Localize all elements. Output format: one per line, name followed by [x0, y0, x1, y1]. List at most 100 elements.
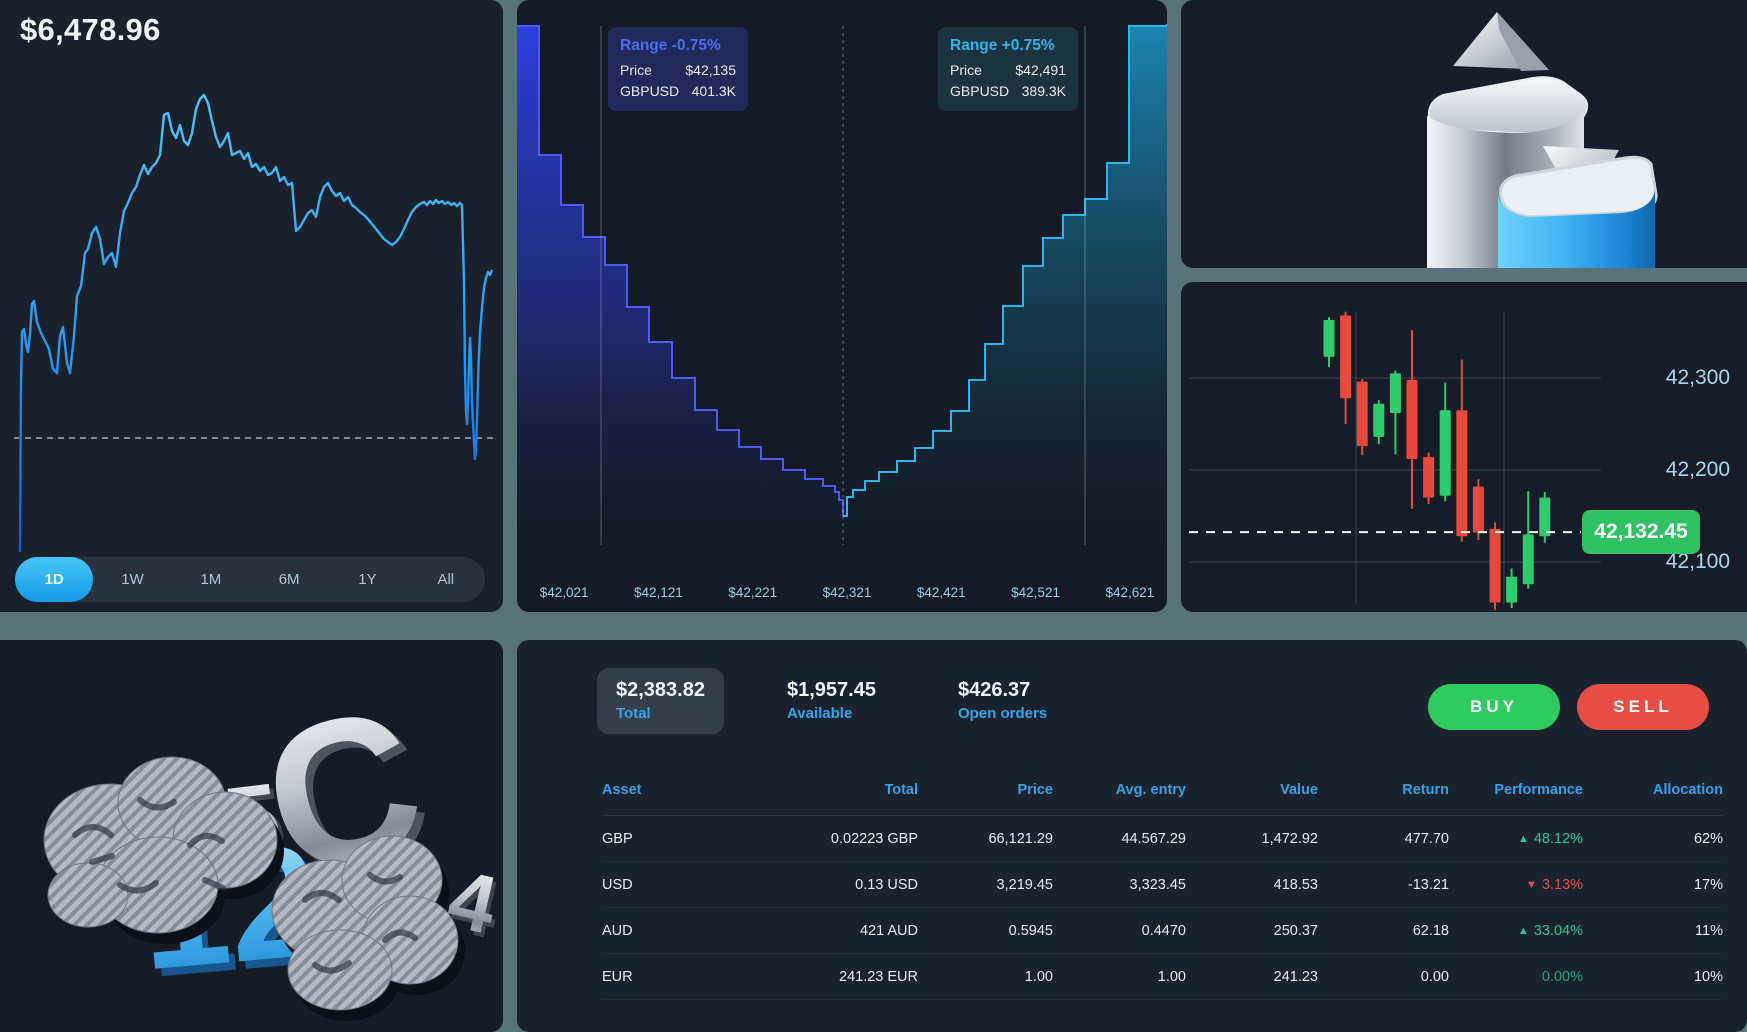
time-range-tabs: 1D 1W 1M 6M 1Y All — [15, 557, 485, 602]
cell: 1.00 — [1157, 968, 1186, 985]
candle-body-up — [1373, 403, 1385, 437]
candle-body-up — [1323, 320, 1335, 357]
holding-row-usd[interactable]: USD 0.13 USD 3,219.45 3,323.45 418.53 -13.21 ▼… — [602, 862, 1723, 908]
depth-x-tick: $42,221 — [728, 585, 778, 600]
holdings-table: Asset Total Price Avg. entry Value Return Perf… — [602, 765, 1723, 1000]
balance-line — [18, 93, 494, 553]
column-header-value[interactable]: Value — [1280, 782, 1318, 798]
candle-body-down — [1356, 381, 1368, 447]
candle-body-up — [1522, 534, 1534, 585]
asks-line — [843, 24, 1167, 517]
column-header-allocation[interactable]: Allocation — [1652, 782, 1723, 798]
holdings-table-body: GBP 0.02223 GBP 66,121.29 44.567.29 1,472.92… — [602, 816, 1723, 1000]
column-header-performance[interactable]: Performance — [1494, 782, 1583, 798]
range-tab-1y[interactable]: 1Y — [328, 557, 406, 602]
available-card[interactable]: $1,957.45 Available — [768, 668, 895, 734]
range-tab-1w[interactable]: 1W — [93, 557, 171, 602]
depth-x-tick: $42,021 — [539, 585, 589, 600]
svg-text:4: 4 — [440, 853, 503, 952]
cell: 62.18 — [1412, 922, 1449, 939]
buy-button[interactable]: BUY — [1428, 684, 1560, 730]
column-header-total[interactable]: Total — [884, 782, 918, 798]
account-balance: $6,478.96 — [20, 12, 161, 47]
scribble-blob-right — [271, 835, 465, 1021]
bid-volume-value: 401.3K — [691, 83, 736, 99]
bids-line — [517, 25, 844, 516]
bid-price-value: $42,135 — [685, 62, 736, 78]
bid-price-label: Price — [620, 62, 652, 78]
candle-y-tick: 42,200 — [1665, 458, 1730, 481]
total-card[interactable]: $2,383.82 Total — [597, 668, 724, 734]
depth-x-tick: $42,321 — [822, 585, 872, 600]
allocation-cell: 10% — [1693, 968, 1723, 985]
holding-row-aud[interactable]: AUD 421 AUD 0.5945 0.4470 250.37 62.18 ▲ 33.04%… — [602, 908, 1723, 954]
depth-x-tick: $42,421 — [916, 585, 966, 600]
column-header-asset[interactable]: Asset — [602, 782, 642, 798]
cell: 241.23 — [1273, 968, 1318, 985]
sell-button[interactable]: SELL — [1577, 684, 1709, 730]
cell: 421 AUD — [859, 922, 918, 939]
candle-y-tick: 42,100 — [1665, 550, 1730, 573]
pillars-art-panel — [1181, 0, 1747, 268]
ask-volume-label: GBPUSD — [950, 83, 1010, 99]
available-label: Available — [786, 705, 853, 722]
column-header-avg-entry[interactable]: Avg. entry — [1115, 782, 1186, 798]
holdings-panel: $2,383.82 Total $1,957.45 Available $426… — [517, 640, 1747, 1032]
allocation-cell: 17% — [1693, 876, 1723, 893]
range-tab-all[interactable]: All — [407, 557, 485, 602]
candle-body-up — [1506, 576, 1518, 603]
column-header-return[interactable]: Return — [1402, 782, 1449, 798]
cell: GBP — [602, 830, 633, 847]
performance-cell: 0.00% — [1541, 968, 1583, 985]
ask-range-tooltip: Range +0.75% Price $42,491 GBPUSD 389.3K — [938, 27, 1078, 111]
range-tab-1m[interactable]: 1M — [172, 557, 250, 602]
candlestick-panel[interactable]: 42,300 42,200 42,100 42,132.45 — [1181, 282, 1747, 612]
range-tab-1d[interactable]: 1D — [15, 557, 94, 602]
performance-cell: ▼ 3.13% — [1525, 876, 1583, 893]
cell: 250.37 — [1273, 922, 1318, 939]
cell: 0.5945 — [1008, 922, 1053, 939]
holding-row-gbp[interactable]: GBP 0.02223 GBP 66,121.29 44.567.29 1,472.92… — [602, 816, 1723, 862]
silver-number-4: 4 4 — [440, 853, 503, 957]
cell: 1.00 — [1024, 968, 1053, 985]
holding-row-eur[interactable]: EUR 241.23 EUR 1.00 1.00 241.23 0.00 0.00% 10% — [602, 954, 1723, 1000]
numbers-3d-illustration: 12 12 C C 5 5 — [43, 663, 503, 1021]
candle-body-up — [1439, 410, 1451, 496]
open-orders-label: Open orders — [957, 705, 1048, 722]
blue-pillar — [1498, 146, 1658, 268]
depth-x-axis: $42,021 $42,121 $42,221 $42,321 $42,421 $42,5… — [517, 585, 1167, 600]
candle-body-down — [1340, 315, 1352, 399]
depth-chart[interactable] — [517, 0, 1167, 612]
current-price-badge: 42,132.45 — [1582, 510, 1700, 554]
triangle-up-icon: ▲ — [1517, 924, 1529, 937]
cell: 0.13 USD — [855, 876, 918, 893]
performance-cell: ▲ 48.12% — [1517, 830, 1583, 847]
depth-x-tick: $42,621 — [1105, 585, 1155, 600]
account-summary: $2,383.82 Total $1,957.45 Available $426… — [597, 668, 1066, 734]
depth-x-tick: $42,521 — [1011, 585, 1060, 600]
cell: EUR — [602, 968, 633, 985]
bid-tooltip-title: Range -0.75% — [620, 37, 721, 54]
column-header-price[interactable]: Price — [1017, 782, 1053, 798]
cell: 418.53 — [1273, 876, 1318, 893]
ask-price-label: Price — [950, 62, 982, 78]
candle-body-up — [1389, 373, 1401, 413]
balance-line-chart[interactable] — [12, 82, 496, 566]
range-tab-6m[interactable]: 6M — [250, 557, 328, 602]
numbers-art-panel: 12 12 C C 5 5 — [0, 640, 503, 1032]
allocation-cell: 62% — [1693, 830, 1723, 847]
total-label: Total — [616, 705, 651, 722]
ask-tooltip-title: Range +0.75% — [950, 37, 1055, 54]
open-orders-card[interactable]: $426.37 Open orders — [939, 668, 1066, 734]
candle-body-down — [1406, 379, 1418, 459]
available-value: $1,957.45 — [786, 679, 876, 701]
cell: 3,219.45 — [996, 876, 1053, 893]
cell: 66,121.29 — [988, 830, 1053, 847]
bid-range-tooltip: Range -0.75% Price $42,135 GBPUSD 401.3K — [608, 27, 748, 111]
candlestick-chart[interactable] — [1181, 282, 1747, 612]
depth-chart-panel[interactable]: Range -0.75% Price $42,135 GBPUSD 401.3K R… — [517, 0, 1167, 612]
candle-body-down — [1423, 457, 1435, 498]
triangle-up-icon: ▲ — [1517, 832, 1529, 845]
open-orders-value: $426.37 — [957, 679, 1031, 701]
cell: USD — [602, 876, 633, 893]
